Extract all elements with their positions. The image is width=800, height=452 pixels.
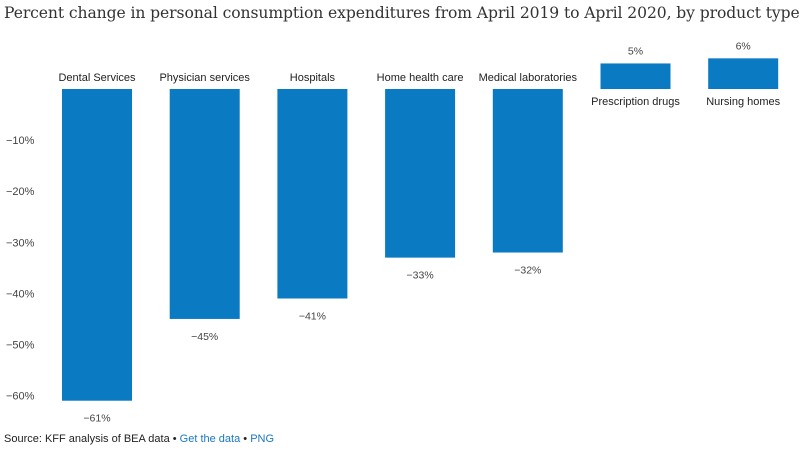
bar [492, 89, 563, 253]
source-text: Source: KFF analysis of BEA data [4, 433, 170, 445]
data-label: −32% [514, 265, 541, 277]
separator-2: • [240, 433, 251, 445]
bar [277, 89, 348, 299]
data-label: 5% [628, 45, 643, 57]
data-label: 6% [736, 40, 751, 52]
category-label: Nursing homes [706, 96, 780, 108]
bar [600, 63, 671, 89]
y-tick-label: −40% [6, 288, 35, 300]
chart-title: Percent change in personal consumption e… [4, 4, 800, 22]
y-tick-label: −20% [6, 186, 35, 198]
y-tick-label: −10% [6, 135, 35, 147]
png-link[interactable]: PNG [250, 433, 275, 445]
data-label: −45% [191, 331, 218, 343]
bar-chart: −10% −20% −30% −40% −50% −60% Dental Services −… [6, 40, 781, 425]
category-label: Physician services [159, 72, 250, 84]
separator-1: • [169, 433, 180, 445]
category-label: Hospitals [290, 72, 336, 84]
data-label: −41% [299, 311, 326, 323]
data-label: −33% [407, 270, 434, 282]
y-tick-label: −30% [6, 237, 35, 249]
category-label: Home health care [377, 72, 464, 84]
y-tick-label: −60% [6, 391, 35, 403]
y-tick-label: −50% [6, 340, 35, 352]
bar [708, 58, 779, 89]
get-the-data-link[interactable]: Get the data [179, 433, 241, 445]
bar [62, 89, 132, 401]
category-label: Dental Services [58, 72, 136, 84]
chart-footer: Source: KFF analysis of BEA data • Get t… [4, 433, 274, 445]
bar [169, 89, 240, 319]
category-label: Medical laboratories [479, 72, 578, 84]
category-label: Prescription drugs [591, 96, 680, 108]
data-label: −61% [83, 413, 110, 425]
bar [385, 89, 456, 258]
